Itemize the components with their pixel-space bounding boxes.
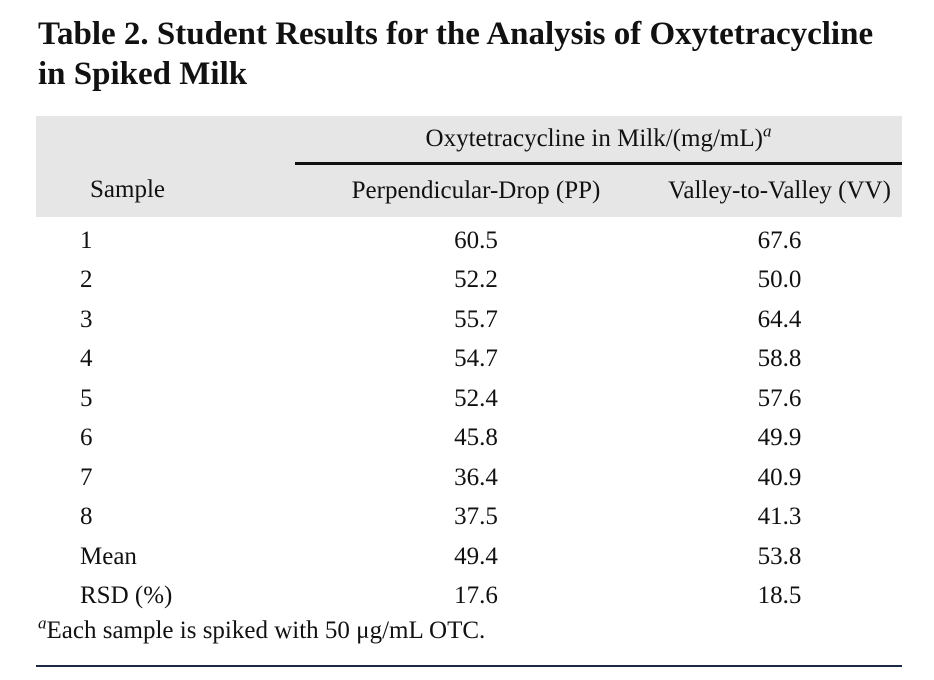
- sample-cell: 8: [80, 503, 93, 531]
- footnote-text: Each sample is spiked with 50 μg/mL OTC.: [46, 617, 486, 644]
- header-spacer: [36, 116, 295, 164]
- column-header-pp: Perpendicular-Drop (PP): [295, 163, 657, 217]
- footnote-mark: a: [38, 613, 47, 633]
- table-row: 1 60.5 67.6: [36, 217, 902, 261]
- sample-cell: 6: [80, 424, 93, 452]
- sample-cell: 4: [80, 345, 93, 373]
- table-title: Table 2. Student Results for the Analysi…: [38, 16, 874, 92]
- sample-cell: 1: [80, 226, 93, 254]
- pp-value-cell: 36.4: [454, 463, 498, 491]
- table-row: 7 36.4 40.9: [36, 458, 902, 498]
- table-row: Mean 49.4 53.8: [36, 537, 902, 577]
- sample-cell: Mean: [80, 542, 137, 570]
- pp-value-cell: 60.5: [454, 226, 498, 254]
- group-header: Oxytetracycline in Milk/(mg/mL)a: [295, 116, 902, 165]
- header-row-columns: Sample Perpendicular-Drop (PP) Valley-to…: [36, 163, 902, 217]
- sample-cell: 3: [80, 305, 93, 333]
- column-header-vv: Valley-to-Valley (VV): [657, 163, 902, 217]
- header-row-group: Oxytetracycline in Milk/(mg/mL)a: [36, 116, 902, 165]
- table-row: 6 45.8 49.9: [36, 419, 902, 459]
- column-header-sample: Sample: [36, 163, 295, 217]
- footnote: aEach sample is spiked with 50 μg/mL OTC…: [38, 613, 486, 645]
- vv-value-cell: 40.9: [757, 463, 802, 491]
- group-header-footnote-mark: a: [762, 121, 772, 141]
- pp-value-cell: 45.8: [454, 424, 498, 452]
- pp-value-cell: 49.4: [454, 542, 498, 570]
- pp-value-cell: 52.4: [454, 384, 498, 412]
- table-body: 1 60.5 67.6 2 52.2 50.0 3 55.7 64.4 4 54.7 58.8 5 52.…: [36, 217, 902, 616]
- table-row: RSD (%) 17.6 18.5: [36, 577, 902, 617]
- group-header-text: Oxytetracycline in Milk/(mg/mL): [425, 125, 763, 152]
- table-row: 4 54.7 58.8: [36, 340, 902, 380]
- bottom-rule: [36, 665, 902, 667]
- table-row: 2 52.2 50.0: [36, 261, 902, 301]
- vv-value-cell: 57.6: [757, 384, 802, 412]
- table-row: 5 52.4 57.6: [36, 379, 902, 419]
- vv-value-cell: 41.3: [757, 503, 802, 531]
- table-row: 3 55.7 64.4: [36, 300, 902, 340]
- sample-cell: 7: [80, 463, 93, 491]
- vv-value-cell: 18.5: [757, 582, 802, 610]
- pp-value-cell: 17.6: [454, 582, 498, 610]
- vv-value-cell: 58.8: [757, 345, 802, 373]
- sample-cell: 2: [80, 266, 93, 294]
- sample-cell: RSD (%): [80, 582, 173, 610]
- vv-value-cell: 67.6: [757, 226, 802, 254]
- vv-value-cell: 64.4: [757, 305, 802, 333]
- vv-value-cell: 53.8: [757, 542, 802, 570]
- pp-value-cell: 54.7: [454, 345, 498, 373]
- pp-value-cell: 37.5: [454, 503, 498, 531]
- table-row: 8 37.5 41.3: [36, 498, 902, 538]
- sample-cell: 5: [80, 384, 93, 412]
- pp-value-cell: 55.7: [454, 305, 498, 333]
- results-table: Oxytetracycline in Milk/(mg/mL)a Sample …: [36, 116, 902, 616]
- vv-value-cell: 50.0: [757, 266, 802, 294]
- pp-value-cell: 52.2: [454, 266, 498, 294]
- vv-value-cell: 49.9: [757, 424, 802, 452]
